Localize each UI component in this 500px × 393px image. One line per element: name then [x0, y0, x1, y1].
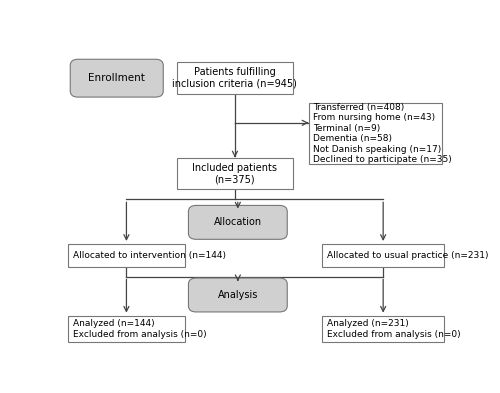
FancyBboxPatch shape — [177, 158, 293, 189]
FancyBboxPatch shape — [308, 103, 442, 163]
FancyBboxPatch shape — [68, 316, 184, 342]
FancyBboxPatch shape — [188, 278, 287, 312]
FancyBboxPatch shape — [322, 316, 444, 342]
FancyBboxPatch shape — [68, 244, 184, 266]
Text: Allocated to usual practice (n=231): Allocated to usual practice (n=231) — [327, 251, 488, 260]
Text: Patients fulfilling
inclusion criteria (n=945): Patients fulfilling inclusion criteria (… — [172, 67, 298, 89]
Text: Analysis: Analysis — [218, 290, 258, 300]
FancyBboxPatch shape — [188, 206, 287, 239]
FancyBboxPatch shape — [322, 244, 444, 266]
Text: Enrollment: Enrollment — [88, 73, 145, 83]
FancyBboxPatch shape — [70, 59, 163, 97]
Text: Analyzed (n=144)
Excluded from analysis (n=0): Analyzed (n=144) Excluded from analysis … — [73, 319, 206, 339]
Text: Allocation: Allocation — [214, 217, 262, 228]
FancyBboxPatch shape — [177, 62, 293, 94]
Text: Allocated to intervention (n=144): Allocated to intervention (n=144) — [73, 251, 226, 260]
Text: Included patients
(n=375): Included patients (n=375) — [192, 163, 278, 184]
Text: Analyzed (n=231)
Excluded from analysis (n=0): Analyzed (n=231) Excluded from analysis … — [327, 319, 460, 339]
Text: Transferred (n=408)
From nursing home (n=43)
Terminal (n=9)
Dementia (n=58)
Not : Transferred (n=408) From nursing home (n… — [313, 103, 452, 164]
